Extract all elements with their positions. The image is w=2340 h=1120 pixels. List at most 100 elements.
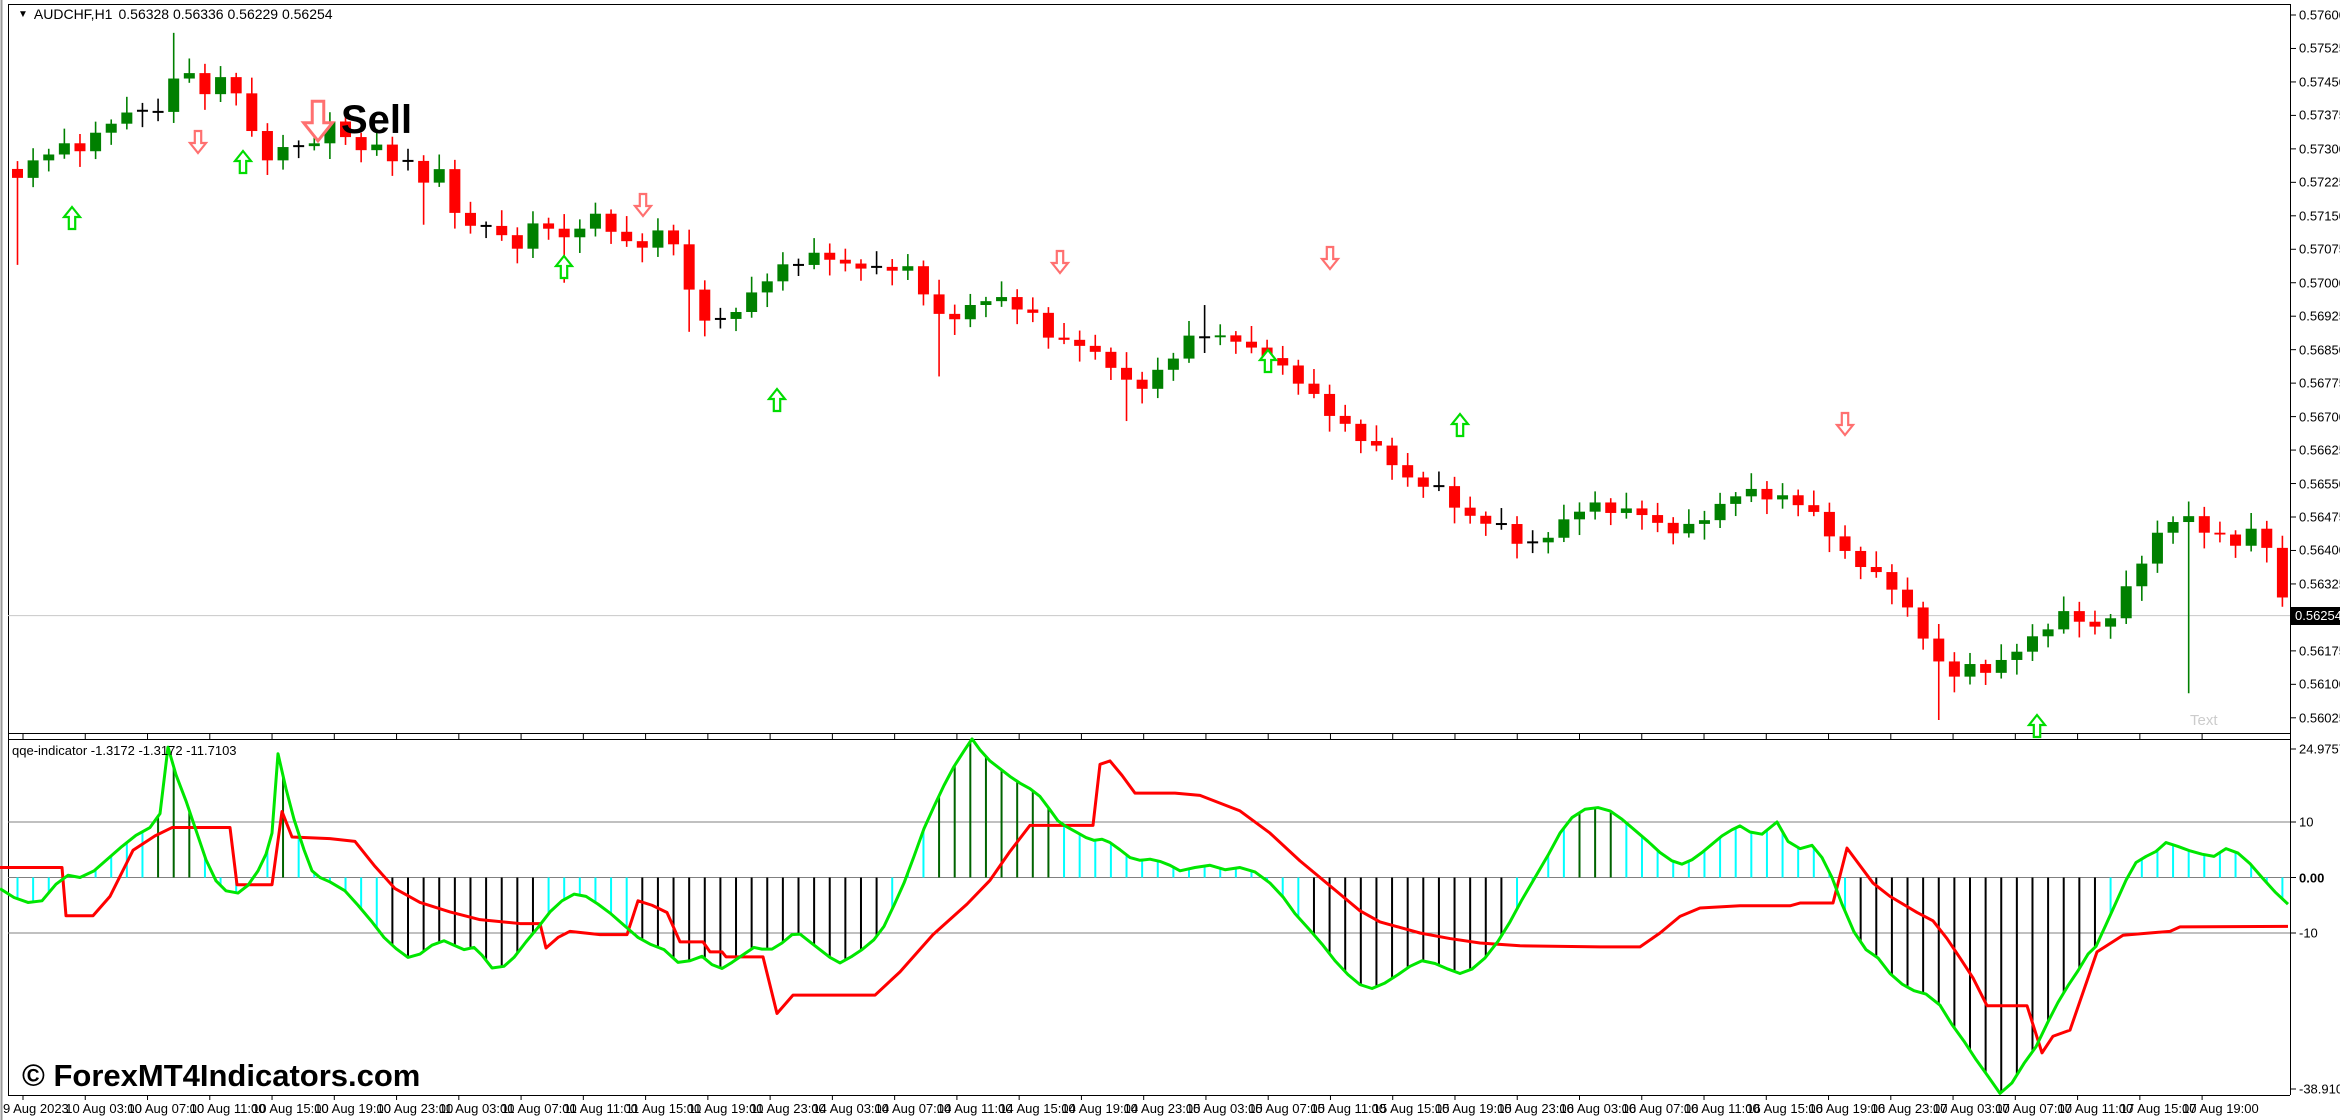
candle-body <box>1074 339 1086 346</box>
sell-signal-arrow-icon <box>632 192 654 218</box>
price-axis-label: 0.56325 <box>2299 576 2340 592</box>
candle-body <box>1870 567 1882 573</box>
candle-body <box>1652 515 1664 523</box>
candle-body <box>2026 636 2038 652</box>
candle-body <box>27 160 39 178</box>
time-axis-label: 17 Aug 07:00 <box>1995 1101 2072 1116</box>
candle-body <box>543 223 555 229</box>
sell-signal-arrow-icon <box>187 129 209 155</box>
candle-body <box>1980 664 1992 673</box>
time-axis-label: 14 Aug 19:00 <box>1061 1101 1139 1116</box>
candle-body <box>652 230 664 248</box>
time-axis-label: 10 Aug 03:00 <box>65 1101 142 1116</box>
sell-signal-arrow-icon <box>1319 245 1341 271</box>
candle-body <box>1574 511 1585 520</box>
candle-body <box>324 121 336 144</box>
price-axis-label: 0.57375 <box>2299 107 2340 123</box>
candle-body <box>1370 441 1382 446</box>
buy-signal-arrow-icon <box>553 254 575 280</box>
chart-dropdown-icon[interactable]: ▼ <box>18 8 28 20</box>
time-axis-label: 17 Aug 15:00 <box>2119 1101 2197 1116</box>
candle-body <box>574 228 586 238</box>
candle-body <box>2198 516 2210 533</box>
buy-signal-arrow-icon <box>766 387 788 413</box>
time-axis-label: 10 Aug 23:00 <box>376 1101 454 1116</box>
candle-body <box>449 169 461 213</box>
candle-body <box>964 305 976 320</box>
candle-body <box>949 313 961 320</box>
candle-body <box>1511 524 1523 544</box>
candle-body <box>215 77 227 95</box>
candle-body <box>340 121 352 138</box>
candle-body <box>1386 445 1398 466</box>
candle-body <box>2245 528 2257 546</box>
candle-body <box>636 241 648 248</box>
candle-body <box>1245 341 1257 348</box>
candle-body <box>746 292 758 312</box>
candle-body <box>371 144 383 151</box>
candle-body <box>699 289 711 321</box>
price-axis-label: 0.57525 <box>2299 40 2340 56</box>
candle-body <box>1855 550 1867 568</box>
text-object-label: Text <box>2190 712 2218 729</box>
time-axis-label: 11 Aug 03:00 <box>438 1101 515 1116</box>
time-axis-label: 16 Aug 11:00 <box>1684 1101 1760 1116</box>
price-axis-label: 0.56175 <box>2299 643 2340 659</box>
candle-body <box>511 235 523 249</box>
candle-body <box>2183 516 2195 523</box>
candle-body <box>902 266 914 271</box>
candle-body <box>1136 379 1148 389</box>
time-axis-label: 11 Aug 23:00 <box>750 1101 826 1116</box>
time-axis-label: 14 Aug 07:00 <box>874 1101 952 1116</box>
candle-body <box>1105 351 1117 368</box>
candle-body <box>2089 621 2101 627</box>
chart-ohlc-values: 0.56328 0.56336 0.56229 0.56254 <box>118 6 333 22</box>
candle-body <box>1230 335 1242 342</box>
sell-annotation-arrow-icon <box>300 99 336 144</box>
candle-body <box>12 168 23 178</box>
candle-body <box>1355 423 1367 442</box>
candle-body <box>527 223 539 249</box>
candle-body <box>1808 505 1820 512</box>
current-price-tag: 0.56254 <box>2291 606 2340 625</box>
candle-body <box>777 264 789 282</box>
time-axis-label: 17 Aug 03:00 <box>1933 1101 2010 1116</box>
candle-body <box>1558 519 1570 538</box>
candle-body <box>464 212 476 226</box>
candle-body <box>418 160 430 183</box>
candle-body <box>1449 486 1461 508</box>
candle-body <box>589 213 601 229</box>
candle-body <box>2073 611 2085 622</box>
time-axis-label: 11 Aug 11:00 <box>563 1101 639 1116</box>
candle-body <box>1011 297 1023 310</box>
candles-layer[interactable] <box>12 32 2288 721</box>
candle-body <box>308 143 320 147</box>
candle-body <box>2214 532 2226 535</box>
candle-body <box>1167 358 1179 370</box>
time-axis-label: 14 Aug 03:00 <box>812 1101 890 1116</box>
candle-body <box>558 228 570 238</box>
candle-body <box>43 154 55 161</box>
candle-body <box>386 144 398 162</box>
candle-body <box>246 93 258 132</box>
candle-body <box>277 147 289 161</box>
indicator-axis-label: 24.9757 <box>2299 741 2340 757</box>
candle-body <box>761 281 773 293</box>
candle-body <box>1089 345 1101 352</box>
candle-body <box>917 266 929 295</box>
candle-body <box>1339 415 1351 424</box>
candle-body <box>1636 508 1648 516</box>
candle-body <box>1214 335 1226 338</box>
time-axis-label: 10 Aug 11:00 <box>189 1101 266 1116</box>
candle-body <box>2261 528 2273 548</box>
time-axis-label: 14 Aug 15:00 <box>999 1101 1076 1116</box>
candle-body <box>121 112 133 124</box>
price-axis-label: 0.57225 <box>2299 174 2340 190</box>
candle-body <box>2011 651 2023 660</box>
candle-body <box>2151 532 2163 564</box>
